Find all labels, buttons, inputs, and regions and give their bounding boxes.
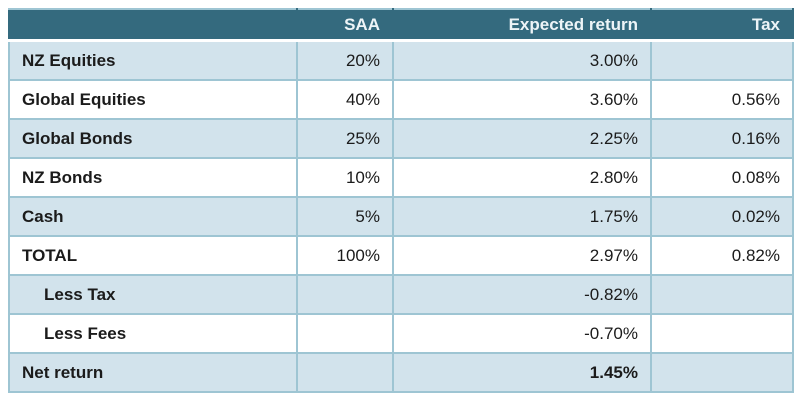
- row-label: Less Tax: [8, 274, 298, 315]
- saa-cell: 20%: [296, 39, 394, 81]
- saa-cell: 10%: [296, 157, 394, 198]
- saa-cell: [296, 274, 394, 315]
- table-row-nz-equities: NZ Equities 20% 3.00%: [8, 39, 794, 81]
- row-label: TOTAL: [8, 235, 298, 276]
- table-row-net-return: Net return 1.45%: [8, 352, 794, 393]
- tax-cell: [650, 39, 794, 81]
- table-row-nz-bonds: NZ Bonds 10% 2.80% 0.08%: [8, 157, 794, 198]
- table-body: NZ Equities 20% 3.00% Global Equities 40…: [8, 39, 794, 393]
- row-label: Global Bonds: [8, 118, 298, 159]
- saa-cell: [296, 352, 394, 393]
- row-label: Global Equities: [8, 79, 298, 120]
- table-row-total: TOTAL 100% 2.97% 0.82%: [8, 235, 794, 276]
- expected-return-cell: 2.97%: [392, 235, 652, 276]
- table-row-global-bonds: Global Bonds 25% 2.25% 0.16%: [8, 118, 794, 159]
- header-cell-expected-return: Expected return: [392, 8, 652, 42]
- row-label: Cash: [8, 196, 298, 237]
- table-row-less-tax: Less Tax -0.82%: [8, 274, 794, 315]
- header-cell-blank: [8, 8, 298, 42]
- expected-return-cell: 1.75%: [392, 196, 652, 237]
- tax-cell: 0.82%: [650, 235, 794, 276]
- saa-cell: 100%: [296, 235, 394, 276]
- row-label: NZ Bonds: [8, 157, 298, 198]
- tax-cell: [650, 313, 794, 354]
- table-header: SAA Expected return Tax: [8, 8, 794, 42]
- header-cell-tax: Tax: [650, 8, 794, 42]
- row-label: Less Fees: [8, 313, 298, 354]
- tax-cell: [650, 352, 794, 393]
- tax-cell: 0.02%: [650, 196, 794, 237]
- header-row: SAA Expected return Tax: [8, 8, 794, 42]
- header-cell-saa: SAA: [296, 8, 394, 42]
- saa-cell: 40%: [296, 79, 394, 120]
- table-row-global-equities: Global Equities 40% 3.60% 0.56%: [8, 79, 794, 120]
- table-row-cash: Cash 5% 1.75% 0.02%: [8, 196, 794, 237]
- expected-return-cell: 3.00%: [392, 39, 652, 81]
- saa-cell: 5%: [296, 196, 394, 237]
- table-row-less-fees: Less Fees -0.70%: [8, 313, 794, 354]
- expected-return-cell: 2.25%: [392, 118, 652, 159]
- expected-return-cell: 1.45%: [392, 352, 652, 393]
- expected-return-cell: -0.70%: [392, 313, 652, 354]
- saa-cell: 25%: [296, 118, 394, 159]
- row-label: Net return: [8, 352, 298, 393]
- tax-cell: 0.16%: [650, 118, 794, 159]
- row-label: NZ Equities: [8, 39, 298, 81]
- asset-allocation-table: SAA Expected return Tax NZ Equities 20% …: [8, 8, 794, 393]
- saa-cell: [296, 313, 394, 354]
- expected-return-cell: 3.60%: [392, 79, 652, 120]
- tax-cell: 0.08%: [650, 157, 794, 198]
- expected-return-cell: -0.82%: [392, 274, 652, 315]
- tax-cell: 0.56%: [650, 79, 794, 120]
- expected-return-cell: 2.80%: [392, 157, 652, 198]
- tax-cell: [650, 274, 794, 315]
